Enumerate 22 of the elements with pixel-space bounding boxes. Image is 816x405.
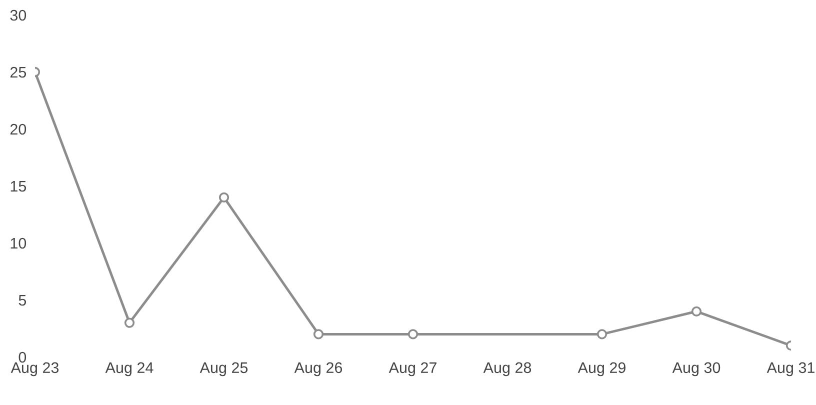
x-tick-label: Aug 27 <box>388 362 436 376</box>
point <box>218 192 230 202</box>
y-tick-label: 15 <box>10 181 26 192</box>
point <box>691 306 702 316</box>
x-tick-label: Aug 29 <box>578 362 626 376</box>
y-tick-label: 25 <box>10 66 26 78</box>
x-tick-label: Aug 30 <box>672 362 720 376</box>
y-tick-label: 0 <box>18 352 26 363</box>
point <box>408 329 418 340</box>
y-tick-label: 5 <box>18 295 26 306</box>
point <box>124 318 135 328</box>
x-tick-label: Aug 25 <box>200 362 248 376</box>
x-tick-label: Aug 23 <box>10 362 59 376</box>
x-tick-label: Aug 28 <box>483 362 532 376</box>
point <box>313 329 324 340</box>
x-tick-label: Aug 24 <box>105 362 154 376</box>
x-tick-label: Aug 26 <box>294 362 342 376</box>
point <box>596 329 608 340</box>
y-tick-label: 10 <box>10 238 26 249</box>
y-tick-label: 30 <box>10 10 26 21</box>
x-tick-label: Aug 31 <box>766 362 814 376</box>
y-tick-label: 20 <box>10 124 26 135</box>
